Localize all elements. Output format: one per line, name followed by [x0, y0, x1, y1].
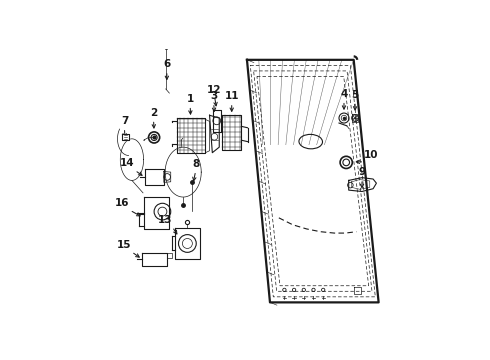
Text: 9: 9 — [359, 167, 366, 177]
Text: 13: 13 — [158, 215, 172, 225]
Polygon shape — [122, 134, 128, 140]
Text: 5: 5 — [351, 90, 359, 100]
Text: 8: 8 — [192, 159, 199, 169]
Text: 14: 14 — [120, 158, 135, 168]
Text: 12: 12 — [207, 85, 222, 95]
Text: 1: 1 — [187, 94, 194, 104]
Text: 6: 6 — [163, 59, 171, 69]
Text: 3: 3 — [210, 91, 218, 101]
Text: 16: 16 — [115, 198, 130, 208]
Text: 2: 2 — [150, 108, 157, 118]
Text: 15: 15 — [117, 240, 131, 250]
Text: 7: 7 — [121, 116, 128, 126]
Text: 11: 11 — [224, 91, 239, 101]
Text: 4: 4 — [340, 89, 348, 99]
Text: 10: 10 — [364, 150, 379, 160]
